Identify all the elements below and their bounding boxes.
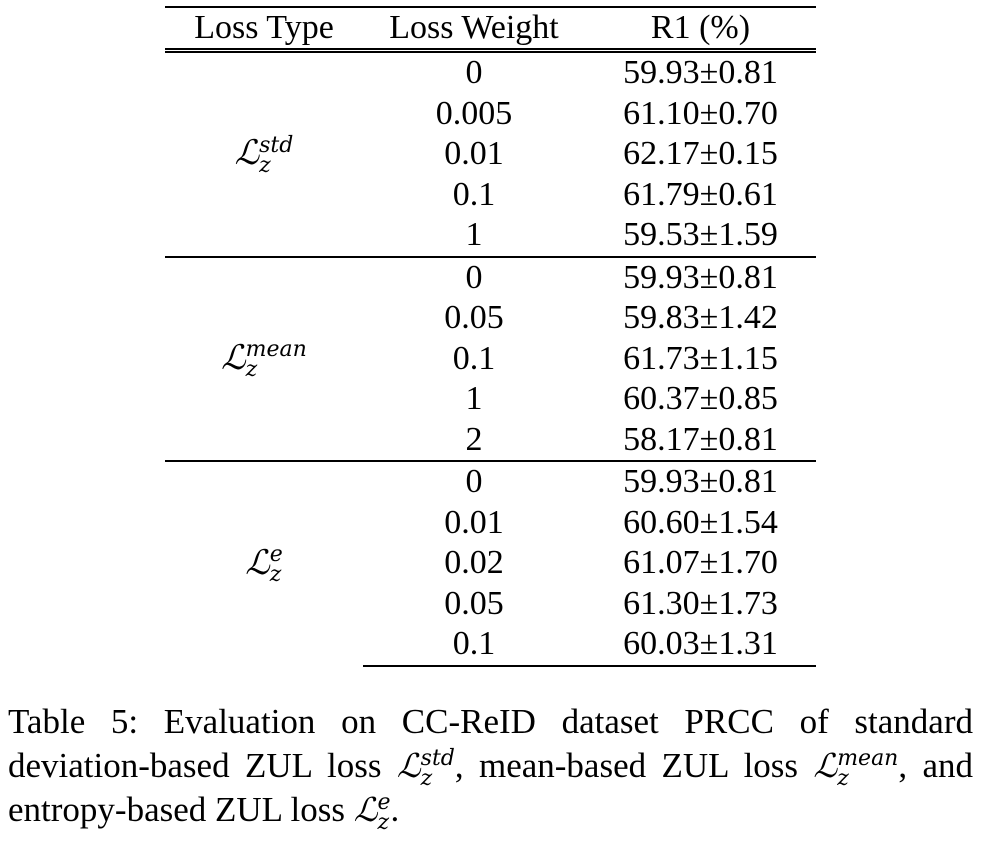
header-r1: R1 (%): [650, 9, 751, 46]
loss-weight-cell: 1: [465, 216, 483, 253]
loss-weight-cell: 0.1: [363, 624, 585, 667]
loss-weight-cell: 0.01: [444, 503, 504, 541]
r1-cell: 59.53±1.59: [623, 216, 778, 253]
loss-weight-cell: 0.1: [452, 175, 496, 213]
table-row: 0.1 60.03±1.31: [165, 624, 816, 667]
r1-cell: 62.17±0.15: [623, 135, 778, 172]
loss-weight-cell: 0.1: [452, 339, 496, 377]
r1-cell: 58.17±0.81: [623, 420, 778, 458]
caption-text-2: , mean-based ZUL loss: [454, 746, 814, 785]
r1-cell: 59.83±1.42: [623, 299, 778, 336]
table-header-row: Loss Type Loss Weight R1 (%): [165, 7, 816, 51]
loss-weight-cell: 0: [363, 48, 585, 94]
table-row: 0.1 61.73±1.15: [165, 339, 816, 380]
table-row: 0.01 62.17±0.15: [165, 134, 816, 175]
loss-weight-cell: 0: [363, 460, 585, 503]
r1-cell: 60.37±0.85: [623, 380, 778, 417]
loss-weight-cell: 0.005: [435, 94, 513, 132]
r1-cell: 59.93±0.81: [585, 255, 816, 298]
loss-weight-cell: 0.05: [444, 299, 504, 336]
table-row: 0.01 60.60±1.54: [165, 503, 816, 544]
table-row: 2 58.17±0.81: [165, 420, 816, 462]
table-row: 0.02 61.07±1.70: [165, 543, 816, 584]
r1-cell: 61.07±1.70: [623, 544, 778, 581]
table-row: 1 60.37±0.85: [165, 379, 816, 420]
header-loss-weight: Loss Weight: [389, 9, 559, 46]
loss-weight-cell: 0: [363, 255, 585, 298]
r1-cell: 59.93±0.81: [585, 48, 816, 94]
r1-cell: 60.60±1.54: [623, 503, 778, 541]
r1-cell: 59.93±0.81: [585, 460, 816, 503]
header-loss-type: Loss Type: [194, 9, 334, 46]
loss-weight-cell: 0.02: [444, 544, 504, 581]
table-caption: Table 5: Evaluation on CC-ReID dataset P…: [8, 700, 974, 836]
loss-weight-cell: 0.05: [444, 584, 504, 622]
caption-text-3: , and entropy-based ZUL loss: [8, 746, 974, 830]
table-row: 0.05 61.30±1.73: [165, 584, 816, 625]
loss-weight-cell: 2: [465, 420, 483, 458]
caption-text-4: .: [390, 790, 400, 830]
r1-cell: 61.10±0.70: [623, 94, 778, 132]
caption-text-1: Table 5: Evaluation on CC-ReID dataset P…: [8, 702, 973, 785]
r1-cell: 61.79±0.61: [623, 175, 778, 213]
table-row: 0.005 61.10±0.70: [165, 94, 816, 135]
table-row: 0.1 61.79±0.61: [165, 175, 816, 216]
r1-cell: 61.73±1.15: [623, 339, 778, 377]
r1-cell: 61.30±1.73: [623, 584, 778, 622]
table-row: 1 59.53±1.59: [165, 215, 816, 257]
loss-weight-cell: 1: [465, 380, 483, 417]
r1-cell: 60.03±1.31: [585, 624, 816, 667]
table-row: 0.05 59.83±1.42: [165, 298, 816, 339]
loss-weight-cell: 0.01: [444, 135, 504, 172]
